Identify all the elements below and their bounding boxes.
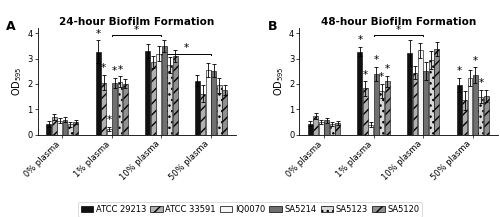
Bar bbox=[468, 78, 472, 135]
Bar bbox=[222, 90, 227, 135]
Title: 24-hour Biofilm Formation: 24-hour Biofilm Formation bbox=[59, 17, 214, 27]
Text: *: * bbox=[112, 66, 117, 76]
Bar bbox=[484, 96, 489, 135]
Text: *: * bbox=[478, 79, 484, 89]
Bar bbox=[335, 123, 340, 135]
Bar bbox=[118, 82, 122, 135]
Bar bbox=[151, 62, 156, 135]
Bar bbox=[324, 120, 329, 135]
Bar bbox=[478, 97, 484, 135]
Bar bbox=[172, 56, 178, 135]
Bar bbox=[156, 54, 161, 135]
Bar bbox=[106, 129, 112, 135]
Bar bbox=[407, 53, 412, 135]
Text: *: * bbox=[384, 64, 390, 74]
Bar bbox=[167, 65, 172, 135]
Bar bbox=[434, 49, 439, 135]
Text: *: * bbox=[96, 29, 101, 39]
Bar bbox=[74, 122, 78, 135]
Bar bbox=[380, 91, 384, 135]
Bar bbox=[363, 89, 368, 135]
Y-axis label: OD$_{595}$: OD$_{595}$ bbox=[272, 67, 286, 96]
Text: *: * bbox=[118, 64, 122, 75]
Legend: ATCC 29213, ATCC 33591, IQ0070, SA5214, SA5123, SA5120: ATCC 29213, ATCC 33591, IQ0070, SA5214, … bbox=[78, 202, 422, 217]
Bar bbox=[200, 94, 205, 135]
Bar bbox=[146, 51, 150, 135]
Bar bbox=[473, 75, 478, 135]
Bar bbox=[216, 85, 222, 135]
Bar bbox=[314, 115, 318, 135]
Text: *: * bbox=[106, 115, 112, 125]
Bar bbox=[46, 124, 51, 135]
Y-axis label: OD$_{595}$: OD$_{595}$ bbox=[10, 67, 24, 96]
Bar bbox=[195, 81, 200, 135]
Text: *: * bbox=[363, 70, 368, 80]
Text: *: * bbox=[184, 43, 189, 53]
Bar bbox=[212, 71, 216, 135]
Bar bbox=[52, 117, 57, 135]
Bar bbox=[412, 72, 418, 135]
Bar bbox=[112, 83, 117, 135]
Bar bbox=[368, 125, 374, 135]
Bar bbox=[418, 51, 423, 135]
Bar bbox=[462, 100, 467, 135]
Text: *: * bbox=[374, 55, 379, 65]
Bar bbox=[62, 120, 68, 135]
Bar bbox=[385, 81, 390, 135]
Text: *: * bbox=[134, 25, 139, 35]
Bar bbox=[429, 60, 434, 135]
Text: A: A bbox=[6, 20, 16, 33]
Bar bbox=[330, 124, 334, 135]
Bar bbox=[308, 124, 313, 135]
Text: *: * bbox=[473, 56, 478, 66]
Bar bbox=[101, 83, 106, 135]
Bar bbox=[57, 121, 62, 135]
Text: *: * bbox=[396, 25, 401, 35]
Text: *: * bbox=[101, 63, 106, 73]
Bar bbox=[319, 122, 324, 135]
Title: 48-hour Biofilm Formation: 48-hour Biofilm Formation bbox=[320, 17, 476, 27]
Bar bbox=[456, 85, 462, 135]
Bar bbox=[162, 46, 166, 135]
Text: *: * bbox=[456, 66, 462, 76]
Bar bbox=[123, 84, 128, 135]
Bar bbox=[68, 124, 73, 135]
Text: *: * bbox=[379, 72, 384, 82]
Bar bbox=[96, 52, 100, 135]
Text: B: B bbox=[268, 20, 277, 33]
Bar bbox=[358, 51, 362, 135]
Bar bbox=[424, 71, 428, 135]
Text: *: * bbox=[358, 35, 362, 45]
Bar bbox=[374, 74, 379, 135]
Bar bbox=[206, 70, 210, 135]
